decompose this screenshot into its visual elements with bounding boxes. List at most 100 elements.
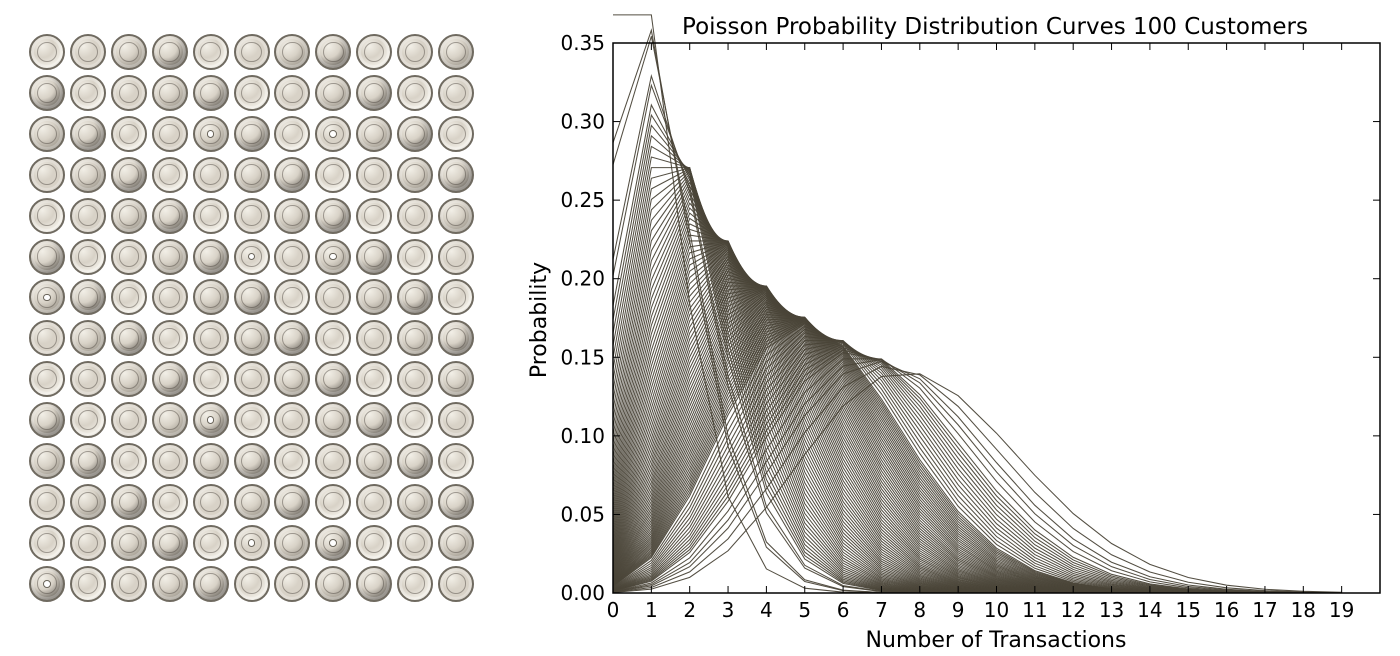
coin-image	[233, 443, 270, 479]
coin-image	[110, 74, 147, 111]
coin-image	[315, 565, 352, 602]
coin-image	[233, 238, 270, 275]
coin-emblem	[77, 123, 99, 145]
coin-emblem	[159, 205, 180, 226]
coin-emblem	[404, 368, 426, 390]
x-tick-label: 4	[760, 598, 773, 622]
coin-emblem	[200, 573, 221, 594]
coin-emblem	[241, 450, 262, 472]
coin-emblem	[445, 328, 467, 349]
coin-emblem	[159, 287, 180, 308]
coin-emblem	[77, 450, 99, 472]
coin-image	[274, 279, 311, 316]
coin-image	[69, 524, 106, 561]
coin-emblem	[118, 573, 140, 594]
coin-image	[151, 115, 188, 152]
coin-image	[356, 565, 393, 602]
coin-emblem	[404, 123, 426, 145]
coin-image	[274, 156, 311, 193]
coin-emblem	[118, 450, 140, 472]
coin-image	[315, 361, 352, 398]
coin-image-grid	[0, 0, 510, 656]
coin-image	[110, 34, 147, 70]
coin-emblem	[323, 368, 344, 390]
coin-emblem	[445, 123, 467, 145]
coin-image	[192, 197, 229, 234]
coin-image	[438, 565, 474, 602]
coin-image	[397, 197, 434, 234]
coin-emblem	[200, 328, 221, 349]
coin-image	[192, 238, 229, 275]
coin-image	[192, 402, 229, 439]
y-tick-label: 0.35	[560, 31, 605, 55]
coin-image	[69, 156, 106, 193]
coin-emblem	[363, 164, 385, 185]
coin-emblem	[404, 82, 426, 104]
coin-image	[233, 402, 270, 439]
series-line	[612, 373, 1342, 594]
coin-image	[356, 74, 393, 111]
coin-image	[233, 361, 270, 398]
coin-emblem	[159, 573, 180, 594]
coin-image	[233, 565, 270, 602]
coin-emblem	[118, 287, 140, 308]
y-axis-label: Probability	[527, 262, 552, 378]
coin-emblem	[118, 368, 140, 390]
coin-image	[69, 320, 106, 357]
coin-image	[397, 115, 434, 152]
coin-image	[356, 34, 393, 70]
coin-emblem	[323, 409, 344, 431]
x-tick-label: 0	[607, 598, 620, 622]
coin-image	[29, 524, 65, 561]
coin-image	[233, 115, 270, 152]
series-line	[612, 83, 1342, 594]
coin-emblem	[36, 82, 58, 104]
coin-image	[110, 402, 147, 439]
coin-emblem	[282, 164, 303, 185]
coin-image	[274, 443, 311, 479]
coin-image	[29, 483, 65, 520]
coin-emblem	[282, 328, 303, 349]
coin-emblem	[241, 287, 262, 308]
coin-emblem	[159, 164, 180, 185]
coin-emblem	[36, 41, 58, 63]
coin-image	[274, 74, 311, 111]
coin-hole	[247, 538, 256, 547]
coin-emblem	[36, 573, 58, 594]
coin-emblem	[282, 491, 303, 513]
coin-hole	[206, 129, 215, 138]
coin-emblem	[77, 532, 99, 554]
coin-emblem	[363, 246, 385, 267]
coin-image	[356, 443, 393, 479]
coin-emblem	[445, 41, 467, 63]
coin-emblem	[241, 205, 262, 226]
series-line	[612, 156, 1342, 594]
x-tick-label: 12	[1060, 598, 1085, 622]
coin-emblem	[77, 164, 99, 185]
series-line	[612, 325, 1342, 594]
coin-image	[69, 34, 106, 70]
coin-emblem	[159, 450, 180, 472]
coin-image	[29, 565, 65, 602]
coin-image	[192, 34, 229, 70]
coin-emblem	[282, 409, 303, 431]
coin-image	[69, 197, 106, 234]
coin-image	[29, 320, 65, 357]
x-tick-label: 6	[837, 598, 850, 622]
x-axis-label: Number of Transactions	[866, 628, 1127, 653]
coin-emblem	[241, 164, 262, 185]
coin-image	[69, 483, 106, 520]
coin-image	[110, 524, 147, 561]
coin-image	[151, 238, 188, 275]
coin-emblem	[445, 491, 467, 513]
coin-image	[438, 74, 474, 111]
coin-image	[438, 156, 474, 193]
coin-image	[151, 483, 188, 520]
coin-emblem	[363, 573, 385, 594]
coin-image	[397, 279, 434, 316]
coin-image	[356, 524, 393, 561]
coin-emblem	[404, 41, 426, 63]
coin-emblem	[404, 450, 426, 472]
coin-image	[438, 483, 474, 520]
series-line	[612, 287, 1342, 594]
